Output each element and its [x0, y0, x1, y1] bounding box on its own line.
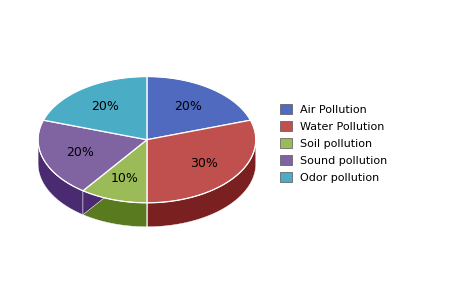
- Polygon shape: [147, 140, 256, 227]
- Polygon shape: [38, 120, 147, 191]
- Polygon shape: [147, 120, 256, 203]
- Polygon shape: [38, 139, 83, 215]
- Polygon shape: [83, 140, 147, 215]
- Polygon shape: [44, 77, 147, 140]
- Text: 20%: 20%: [174, 100, 202, 113]
- Legend: Air Pollution, Water Pollution, Soil pollution, Sound pollution, Odor pollution: Air Pollution, Water Pollution, Soil pol…: [281, 104, 388, 183]
- Polygon shape: [83, 191, 147, 227]
- Text: 30%: 30%: [190, 157, 218, 170]
- Polygon shape: [83, 140, 147, 203]
- Polygon shape: [83, 140, 147, 215]
- Text: 20%: 20%: [91, 100, 119, 113]
- Text: 20%: 20%: [66, 146, 93, 159]
- Text: 10%: 10%: [111, 172, 139, 185]
- Polygon shape: [147, 77, 250, 140]
